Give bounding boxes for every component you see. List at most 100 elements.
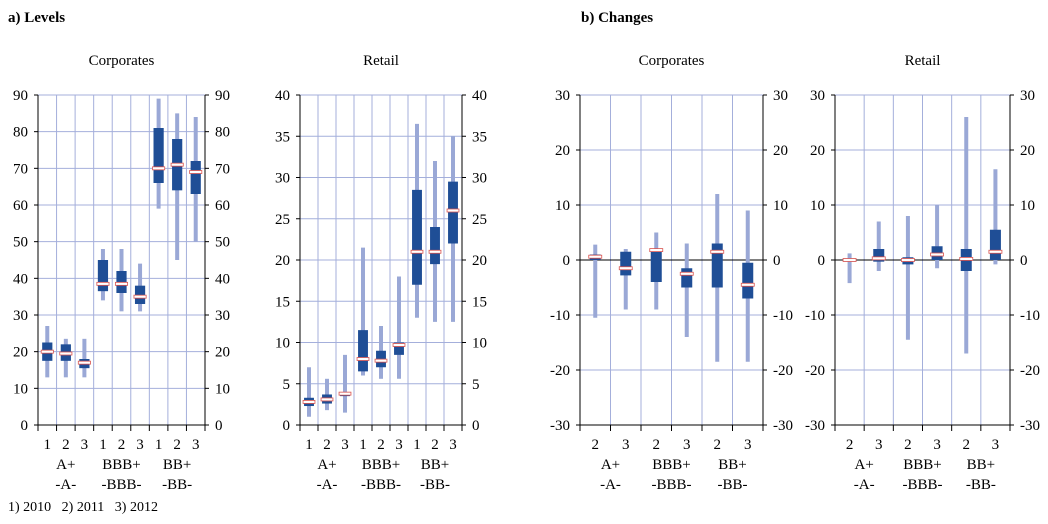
chart4-median-marker [959, 256, 974, 261]
chart3-ytick-label-left: -20 [550, 363, 570, 379]
chart1-median-marker [59, 351, 73, 356]
chart1-xtick-label: 3 [192, 437, 200, 453]
chart1-group-label: BB+ [163, 457, 191, 473]
chart2-ytick-label-right: 35 [472, 129, 487, 145]
chart1-xtick-label: 2 [62, 437, 70, 453]
chart1-xtick-label: 2 [118, 437, 126, 453]
chart2-ytick-label-right: 30 [472, 171, 487, 187]
chart2-ytick-label-left: 25 [275, 212, 290, 228]
chart4-xtick-label: 2 [904, 437, 912, 453]
chart2-ytick-label-right: 5 [472, 377, 480, 393]
chart4-group-label: -A- [854, 477, 875, 493]
chart2-xtick-label: 3 [449, 437, 457, 453]
chart3-ytick-label-right: 10 [773, 198, 788, 214]
chart2-xtick-label: 2 [431, 437, 439, 453]
chart3-ytick-label-left: 10 [555, 198, 570, 214]
chart1-group-label: -BB- [162, 477, 192, 493]
chart2-xtick-label: 1 [413, 437, 421, 453]
chart2-box [394, 342, 404, 355]
chart3-ytick-label-left: -10 [550, 308, 570, 324]
chart2-ytick-label-left: 15 [275, 294, 290, 310]
chart3-median-marker [588, 254, 603, 259]
chart1-ytick-label-right: 90 [215, 88, 230, 104]
chart1-title: Corporates [89, 53, 155, 69]
chart2-ytick-label-right: 20 [472, 253, 487, 269]
chart3-xtick-label: 2 [653, 437, 661, 453]
chart2-median-marker [392, 343, 406, 347]
chart1-xtick-label: 3 [81, 437, 89, 453]
chart1-ytick-label-right: 0 [215, 418, 223, 434]
chart4-median-marker [930, 252, 944, 257]
chart2-group-label: BB+ [421, 457, 449, 473]
chart1-group-label: BBB+ [102, 457, 140, 473]
chart1-median-marker [133, 294, 147, 299]
chart1-ytick-label-left: 70 [13, 161, 28, 177]
chart4-median-marker [988, 249, 1003, 254]
chart3-median-marker [740, 282, 755, 287]
panel-a-title: a) Levels [8, 10, 66, 26]
chart3-group-label: -A- [600, 477, 621, 493]
chart3-group-label: BBB+ [652, 457, 690, 473]
chart3-xtick-label: 2 [592, 437, 600, 453]
chart4-group-label: A+ [855, 457, 874, 473]
chart2-xtick-label: 3 [395, 437, 403, 453]
chart4-ytick-label-right: 20 [1020, 143, 1035, 159]
chart4-group-label: BBB+ [903, 457, 941, 473]
chart4-xtick-label: 3 [933, 437, 941, 453]
chart2-median-marker [356, 357, 370, 361]
chart3-ytick-label-right: -30 [773, 418, 793, 434]
chart1-group-label: -A- [55, 477, 76, 493]
year-legend-note: 1) 2010 2) 2011 3) 2012 [8, 500, 158, 515]
chart2-median-marker [374, 358, 388, 363]
chart1-median-marker [114, 281, 129, 286]
chart3-xtick-label: 3 [683, 437, 691, 453]
chart2-ytick-label-left: 5 [283, 377, 291, 393]
chart3-ytick-label-left: 20 [555, 143, 570, 159]
chart3-group-label: -BBB- [651, 477, 691, 493]
chart1-ytick-label-left: 80 [13, 125, 28, 141]
chart1-ytick-label-right: 60 [215, 198, 230, 214]
chart1-median-marker [40, 349, 54, 354]
chart4-group-label: BB+ [967, 457, 995, 473]
chart3-ytick-label-left: 0 [563, 253, 571, 269]
chart1-ytick-label-left: 30 [13, 308, 28, 324]
chart3-xtick-label: 2 [714, 437, 722, 453]
chart2-xtick-label: 3 [341, 437, 349, 453]
chart2-xtick-label: 1 [359, 437, 367, 453]
chart1-group-label: A+ [56, 457, 75, 473]
chart3-group-label: BB+ [718, 457, 746, 473]
chart4-ytick-label-left: 20 [810, 143, 825, 159]
chart3-ytick-label-right: -20 [773, 363, 793, 379]
chart2-median-marker [410, 249, 424, 254]
chart4-title: Retail [905, 53, 941, 69]
chart3-ytick-label-right: 30 [773, 88, 788, 104]
chart2-ytick-label-right: 0 [472, 418, 480, 434]
chart2-xtick-label: 1 [305, 437, 313, 453]
chart1-ytick-label-right: 70 [215, 161, 230, 177]
chart4-ytick-label-right: 30 [1020, 88, 1035, 104]
chart2-median-marker [338, 391, 352, 396]
chart3-group-label: -BB- [718, 477, 748, 493]
chart2-group-label: -A- [317, 477, 338, 493]
chart1-xtick-label: 1 [99, 437, 107, 453]
chart2-ytick-label-right: 25 [472, 212, 487, 228]
chart3-box [650, 250, 662, 282]
chart2-group-label: BBB+ [362, 457, 400, 473]
chart2-ytick-label-left: 40 [275, 88, 290, 104]
chart1-ytick-label-left: 10 [13, 381, 28, 397]
chart4-ytick-label-left: 30 [810, 88, 825, 104]
chart4-group-label: -BBB- [902, 477, 942, 493]
chart1-ytick-label-left: 0 [21, 418, 29, 434]
chart2-group-label: -BB- [420, 477, 450, 493]
chart3-median-marker [679, 271, 694, 276]
chart4-xtick-label: 3 [992, 437, 1000, 453]
chart3-box [711, 243, 723, 288]
chart2-median-marker [446, 208, 460, 213]
chart4-ytick-label-left: -20 [805, 363, 825, 379]
chart4-ytick-label-left: -30 [805, 418, 825, 434]
chart1-ytick-label-right: 40 [215, 271, 230, 287]
chart1-ytick-label-right: 80 [215, 125, 230, 141]
chart1-median-marker [96, 281, 110, 286]
chart2-box [448, 181, 458, 244]
